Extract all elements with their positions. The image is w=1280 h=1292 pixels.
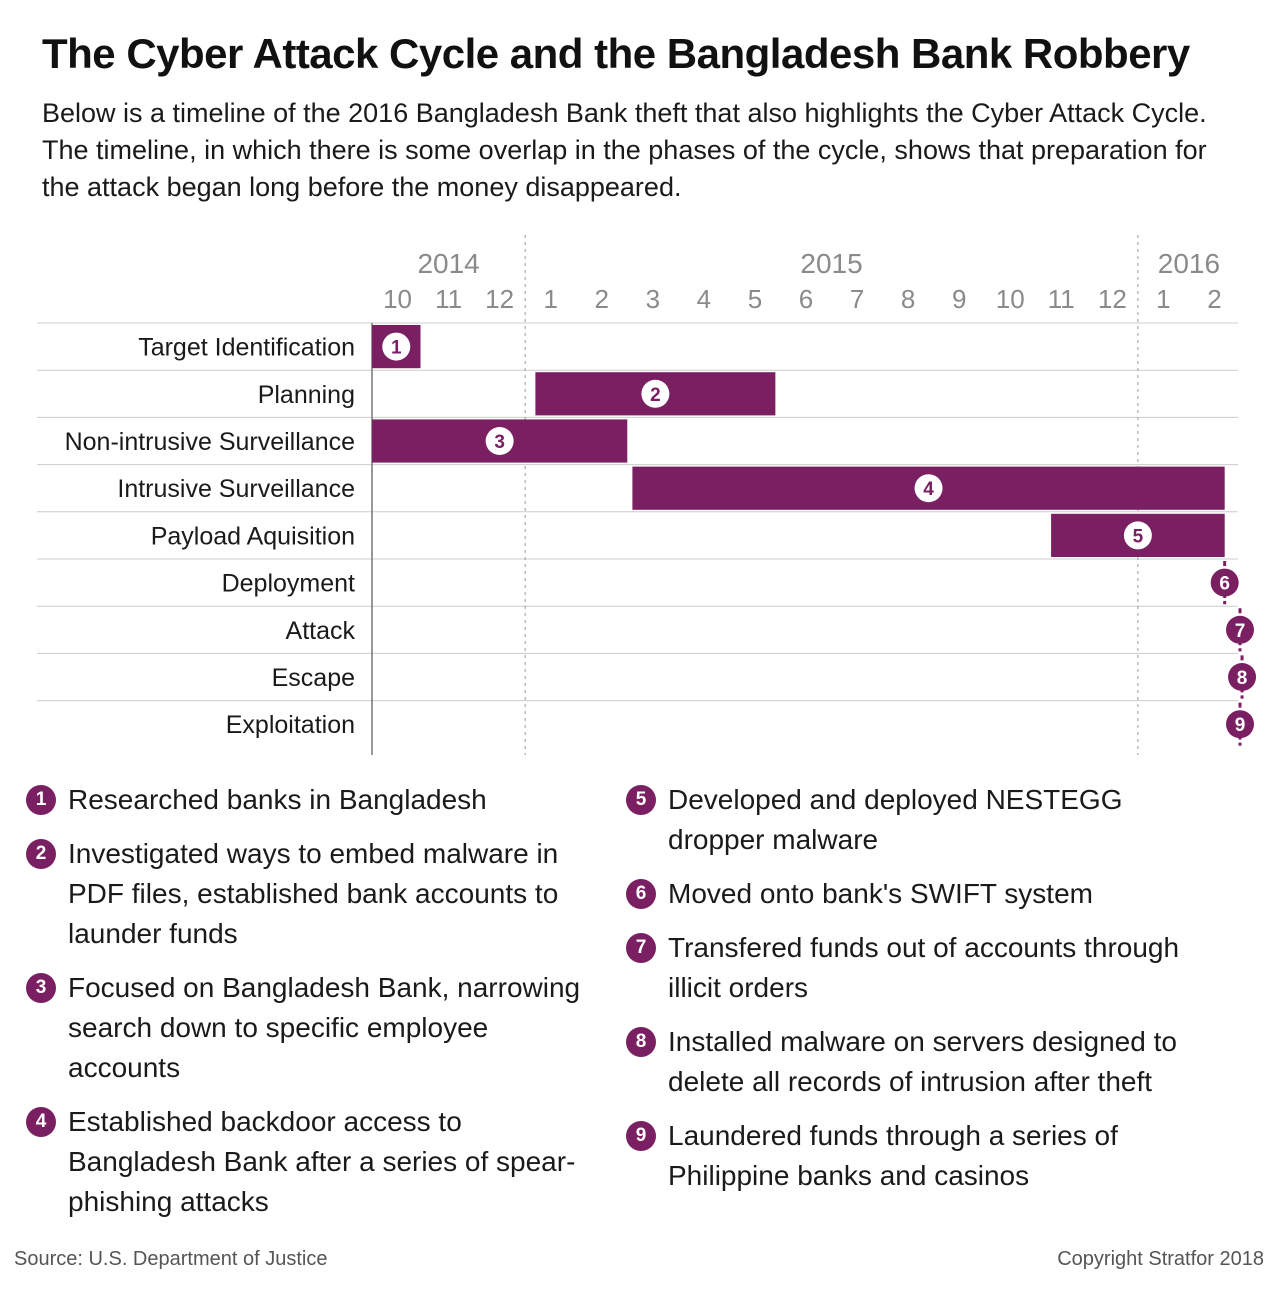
legend-text: Developed and deployed NESTEGG dropper m… <box>668 784 1123 855</box>
step-number-badge: 9 <box>626 1121 656 1151</box>
task-label: Attack <box>286 617 356 645</box>
step-number-badge: 2 <box>26 839 56 869</box>
step-number-circle <box>485 427 514 455</box>
step-number-circle <box>641 379 670 408</box>
step-number-label: 1 <box>391 338 402 359</box>
page-title: The Cyber Attack Cycle and the Banglades… <box>42 30 1190 77</box>
legend-text: Focused on Bangladesh Bank, narrowing se… <box>68 972 581 1083</box>
month-tick-label: 2 <box>1207 284 1221 314</box>
task-label: Payload Aquisition <box>151 522 355 550</box>
step-number-badge: 5 <box>626 785 656 815</box>
month-tick-label: 3 <box>646 284 660 314</box>
step-number-label: 9 <box>1235 715 1246 736</box>
legend-text: Researched banks in Bangladesh <box>68 784 487 815</box>
legend-right: 5 Developed and deployed NESTEGG dropper… <box>626 780 1196 1210</box>
month-tick-label: 7 <box>850 284 864 314</box>
step-number-label: 6 <box>1219 574 1230 595</box>
legend-text: Moved onto bank's SWIFT system <box>668 878 1093 909</box>
month-tick-label: 12 <box>485 284 514 314</box>
legend-text: Established backdoor access to Banglades… <box>68 1106 576 1217</box>
step-number-badge: 7 <box>626 933 656 963</box>
legend-left: 1 Researched banks in Bangladesh 2 Inves… <box>26 780 596 1236</box>
month-tick-label: 6 <box>799 284 813 314</box>
month-tick-label: 8 <box>901 284 915 314</box>
source-note: Source: U.S. Department of Justice <box>14 1248 328 1270</box>
step-number-label: 5 <box>1133 526 1144 547</box>
task-label: Deployment <box>222 570 355 598</box>
step-number-badge: 6 <box>626 879 656 909</box>
task-label: Exploitation <box>226 711 355 739</box>
legend-text: Installed malware on servers designed to… <box>668 1026 1177 1097</box>
month-tick-label: 4 <box>697 284 711 314</box>
month-tick-label: 11 <box>1048 284 1075 314</box>
month-tick-label: 10 <box>383 284 412 314</box>
legend-item: 8 Installed malware on servers designed … <box>626 1022 1196 1102</box>
task-label: Planning <box>258 381 355 409</box>
month-tick-label: 1 <box>543 284 557 314</box>
step-number-circle <box>382 332 411 361</box>
task-label: Target Identification <box>138 334 355 362</box>
month-tick-label: 12 <box>1098 284 1127 314</box>
copyright-note: Copyright Stratfor 2018 <box>1057 1248 1264 1270</box>
legend-item: 9 Laundered funds through a series of Ph… <box>626 1116 1196 1196</box>
month-tick-label: 11 <box>435 284 462 314</box>
event-marker <box>1228 663 1257 691</box>
legend-item: 5 Developed and deployed NESTEGG dropper… <box>626 780 1196 860</box>
step-number-circle <box>1123 521 1152 550</box>
legend-text: Laundered funds through a series of Phil… <box>668 1120 1118 1191</box>
step-number-label: 2 <box>650 385 661 406</box>
year-tick-label: 2014 <box>417 248 479 279</box>
month-tick-label: 9 <box>952 284 966 314</box>
legend-text: Transfered funds out of accounts through… <box>668 932 1180 1003</box>
legend-item: 2 Investigated ways to embed malware in … <box>26 834 596 954</box>
legend-item: 1 Researched banks in Bangladesh <box>26 780 596 820</box>
event-marker <box>1226 710 1254 739</box>
task-label: Escape <box>272 664 355 692</box>
month-tick-label: 5 <box>748 284 762 314</box>
step-number-circle <box>914 474 943 503</box>
month-tick-label: 1 <box>1156 284 1170 314</box>
legend-item: 4 Established backdoor access to Banglad… <box>26 1102 596 1222</box>
year-tick-label: 2016 <box>1158 248 1220 279</box>
step-number-badge: 8 <box>626 1027 656 1057</box>
task-label: Non-intrusive Surveillance <box>65 428 355 456</box>
step-number-badge: 4 <box>26 1107 56 1137</box>
legend-text: Investigated ways to embed malware in PD… <box>68 838 559 949</box>
legend-item: 7 Transfered funds out of accounts throu… <box>626 928 1196 1008</box>
step-number-label: 4 <box>923 479 934 500</box>
legend-item: 3 Focused on Bangladesh Bank, narrowing … <box>26 968 596 1088</box>
legend-item: 6 Moved onto bank's SWIFT system <box>626 874 1196 914</box>
month-tick-label: 10 <box>996 284 1025 314</box>
step-number-label: 7 <box>1235 621 1246 642</box>
step-number-label: 8 <box>1237 668 1248 689</box>
year-tick-label: 2015 <box>800 248 862 279</box>
event-marker <box>1210 568 1239 597</box>
month-tick-label: 2 <box>595 284 609 314</box>
step-number-badge: 3 <box>26 973 56 1003</box>
task-label: Intrusive Surveillance <box>117 475 355 503</box>
step-number-label: 3 <box>494 432 505 453</box>
page-subtitle: Below is a timeline of the 2016 Banglade… <box>42 98 1207 202</box>
event-marker <box>1226 615 1254 644</box>
step-number-badge: 1 <box>26 785 56 815</box>
